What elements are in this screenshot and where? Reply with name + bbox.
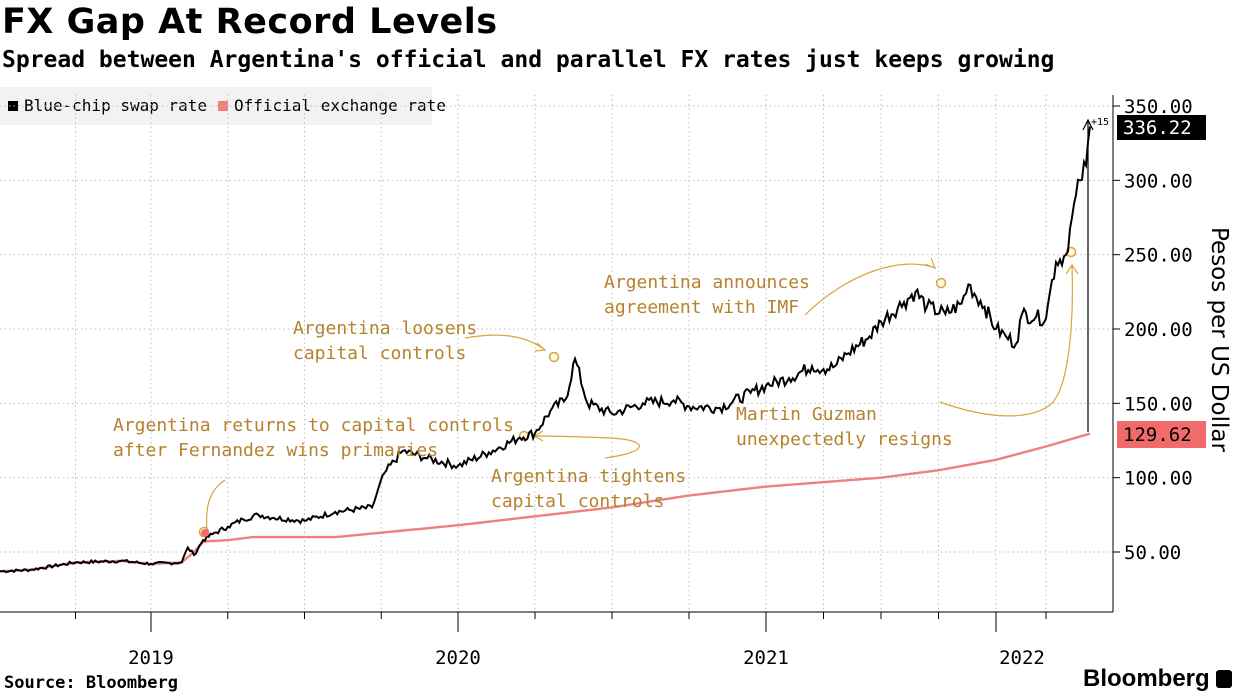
- connector-loosens: [464, 334, 546, 351]
- connector-imf: [804, 263, 936, 316]
- connector-tightens: [534, 435, 640, 459]
- official-dot: [201, 529, 209, 537]
- y-tick-label-5: 300.00: [1124, 170, 1193, 192]
- annotation-imf-line1: Argentina announces: [604, 272, 810, 293]
- connector-tightens-head: [533, 430, 544, 442]
- annotation-guzman-line2: unexpectedly resigns: [736, 429, 953, 450]
- annotation-primaries-line2: after Fernandez wins primaries: [113, 440, 438, 461]
- y-tick-label-2: 150.00: [1124, 393, 1193, 415]
- connector-guzman: [939, 264, 1073, 417]
- y-tick-label-1: 100.00: [1124, 468, 1193, 490]
- series-line-blue-chip: [0, 126, 1091, 574]
- legend-swatch-blue-chip: [8, 101, 18, 111]
- badge-official: [1117, 421, 1206, 448]
- badge-official-text: 129.62: [1123, 424, 1192, 446]
- annotation-loosens-line2: capital controls: [293, 343, 466, 364]
- connector-imf-head: [924, 257, 937, 270]
- y-axis-label: Pesos per US Dollar: [1206, 227, 1232, 452]
- legend-label-official: Official exchange rate: [234, 96, 446, 115]
- source-note: Source: Bloomberg: [4, 673, 178, 693]
- annotation-tightens-line1: Argentina tightens: [491, 466, 686, 487]
- connector-guzman-head: [1065, 263, 1079, 275]
- bloomberg-terminal-icon: [1215, 670, 1232, 688]
- connector-loosens-head: [534, 342, 547, 352]
- annotation-loosens-line1: Argentina loosens: [293, 318, 477, 339]
- annotation-imf-line2: agreement with IMF: [604, 297, 799, 318]
- x-tick-label-0: 2019: [128, 647, 174, 669]
- y-axis: 50.00 100.00 150.00 200.00 250.00 300.00 350.0…: [1112, 95, 1193, 612]
- connector-primaries: [205, 479, 226, 531]
- spread-arrow-head: [1082, 118, 1094, 131]
- marker-loosens: [548, 351, 560, 363]
- annotation-guzman-line1: Martin Guzman: [736, 404, 877, 425]
- brand-logo: Bloomberg: [1083, 665, 1232, 693]
- y-tick-label-0: 50.00: [1124, 542, 1181, 564]
- legend-swatch-official: [218, 101, 228, 111]
- annotation-connectors: [205, 257, 1079, 531]
- x-tick-label-3: 2022: [999, 647, 1045, 669]
- legend-label-blue-chip: Blue-chip swap rate: [24, 96, 208, 115]
- y-tick-label-6: 350.00: [1124, 96, 1193, 118]
- y-tick-label-4: 250.00: [1124, 245, 1193, 267]
- marker-imf: [935, 277, 947, 289]
- legend-item-blue-chip: Blue-chip swap rate: [8, 96, 207, 115]
- chart-subtitle: Spread between Argentina's official and …: [2, 47, 1055, 73]
- annotation-primaries-line1: Argentina returns to capital controls: [113, 415, 514, 436]
- x-axis: 2019 2020 2021 2022: [0, 611, 1113, 669]
- annotation-tightens-line2: capital controls: [491, 491, 664, 512]
- y-tick-label-3: 200.00: [1124, 319, 1193, 341]
- chart-title: FX Gap At Record Levels: [2, 2, 498, 42]
- badge-blue-chip-text: 336.22: [1123, 117, 1192, 139]
- badge-blue-chip: [1117, 115, 1206, 140]
- x-tick-label-2: 2021: [743, 647, 789, 669]
- x-tick-label-1: 2020: [435, 647, 481, 669]
- spread-arrow: [1082, 118, 1094, 432]
- legend-item-official: Official exchange rate: [218, 96, 446, 115]
- brand-text: Bloomberg: [1083, 665, 1210, 692]
- change-label: +15: [1091, 117, 1109, 128]
